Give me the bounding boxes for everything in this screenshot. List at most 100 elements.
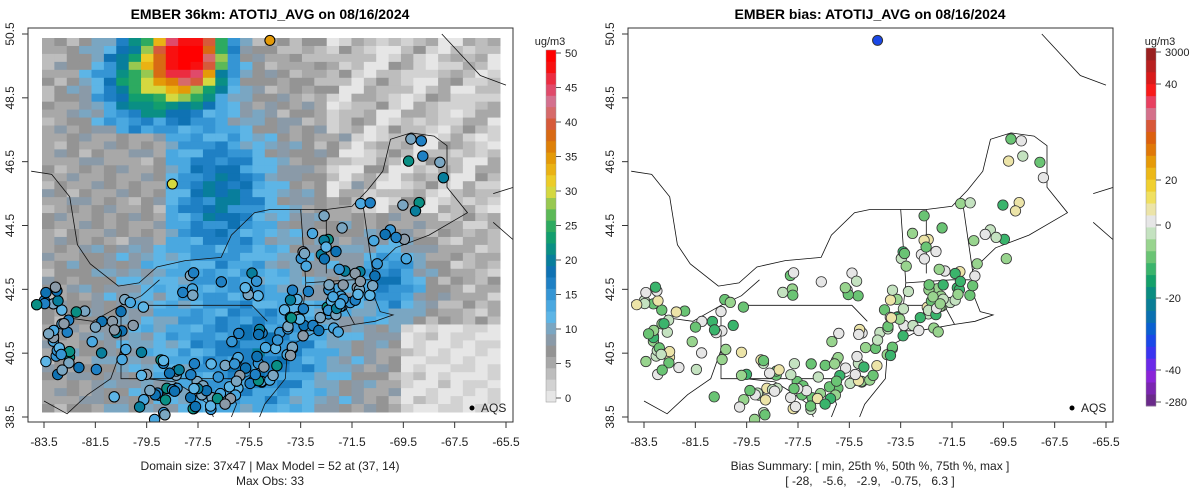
grid-cell: [388, 197, 402, 206]
grid-cell: [462, 61, 476, 71]
obs-point: [298, 247, 311, 260]
grid-cell: [128, 380, 142, 389]
grid-cell: [190, 340, 204, 349]
grid-cell: [178, 173, 192, 182]
grid-cell: [91, 85, 105, 95]
grid-cell: [227, 101, 241, 111]
grid-cell: [425, 53, 439, 63]
grid-cell: [190, 45, 204, 55]
grid-cell: [413, 228, 427, 238]
grid-cell: [438, 149, 451, 158]
grid-cell: [277, 197, 291, 206]
grid-cell: [165, 348, 179, 357]
grid-cell: [462, 316, 476, 325]
grid-cell: [351, 348, 365, 357]
boundary-line: [361, 199, 373, 271]
grid-cell: [42, 396, 55, 405]
grid-cell: [487, 316, 501, 325]
grid-cell: [289, 109, 303, 119]
grid-cell: [91, 284, 105, 294]
grid-cell: [240, 173, 253, 182]
grid-cell: [252, 109, 266, 119]
bias-point: [900, 260, 912, 272]
grid-cell: [202, 61, 216, 71]
grid-cell: [462, 276, 476, 286]
grid-cell: [79, 236, 93, 246]
bias-point: [971, 258, 983, 270]
obs-point: [434, 156, 446, 169]
obs-point: [187, 267, 200, 279]
grid-cell: [351, 125, 365, 134]
y-tick-label: 48.5: [603, 86, 617, 110]
bias-point: [777, 286, 789, 298]
x-tick-label: -79.5: [133, 435, 161, 449]
grid-cell: [289, 213, 303, 222]
grid-cell: [326, 340, 340, 349]
y-tick-label: 44.5: [603, 213, 617, 237]
grid-cell: [400, 45, 414, 55]
grid-cell: [141, 165, 154, 174]
grid-cell: [450, 340, 464, 349]
bias-point: [773, 364, 785, 376]
grid-cell: [450, 324, 464, 333]
colorbar-swatch: [1146, 382, 1156, 395]
bias-point: [788, 358, 801, 370]
boundary-line: [139, 304, 268, 322]
grid-cell: [289, 221, 303, 230]
grid-cell: [400, 396, 414, 405]
grid-cell: [264, 197, 278, 206]
grid-cell: [91, 260, 105, 270]
grid-cell: [363, 308, 377, 318]
grid-cell: [277, 236, 291, 246]
grid-cell: [190, 109, 204, 119]
colorbar-tick-label: 25: [565, 221, 577, 233]
grid-cell: [141, 276, 154, 286]
grid-cell: [314, 340, 328, 349]
bias-point: [655, 348, 667, 360]
grid-cell: [314, 388, 328, 397]
grid-cell: [128, 236, 142, 246]
colorbar-tick-label: 50: [565, 48, 577, 60]
grid-cell: [487, 157, 501, 166]
grid-cell: [54, 141, 68, 150]
grid-cell: [240, 149, 253, 158]
grid-cell: [190, 244, 204, 254]
bias-point: [955, 198, 967, 210]
grid-cell: [400, 117, 414, 127]
grid-cell: [66, 284, 80, 294]
grid-cell: [165, 228, 179, 238]
grid-cell: [301, 69, 315, 79]
grid-cell: [289, 244, 303, 254]
grid-cell: [79, 189, 93, 198]
grid-cell: [388, 292, 402, 302]
grid-cell: [413, 292, 427, 302]
grid-cell: [462, 380, 476, 389]
grid-cell: [153, 236, 167, 246]
grid-cell: [413, 93, 427, 103]
grid-cell: [301, 157, 315, 166]
grid-cell: [351, 404, 365, 413]
grid-cell: [264, 213, 278, 222]
grid-cell: [462, 85, 476, 95]
grid-cell: [190, 101, 204, 111]
obs-point: [271, 334, 284, 346]
grid-cell: [42, 260, 55, 270]
grid-cell: [326, 332, 340, 341]
obs-point: [352, 288, 364, 300]
grid-cell: [339, 244, 352, 254]
colorbar-tick-label: 40: [1165, 79, 1177, 91]
grid-cell: [413, 348, 427, 357]
grid-cell: [462, 189, 476, 198]
grid-cell: [339, 181, 352, 190]
grid-cell: [215, 284, 229, 294]
grid-cell: [66, 300, 80, 310]
grid-cell: [91, 45, 105, 55]
grid-cell: [252, 93, 266, 103]
grid-cell: [487, 125, 501, 134]
grid-cell: [314, 181, 328, 190]
grid-cell: [141, 85, 154, 95]
grid-cell: [91, 205, 105, 214]
grid-cell: [351, 205, 365, 214]
grid-cell: [190, 85, 204, 95]
grid-cell: [141, 125, 154, 134]
